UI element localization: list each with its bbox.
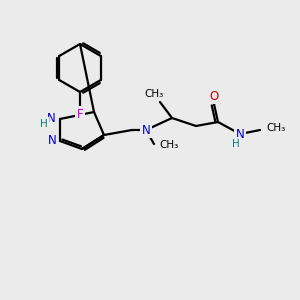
Text: H: H: [232, 139, 240, 149]
Text: CH₃: CH₃: [159, 140, 178, 150]
Text: F: F: [77, 107, 83, 121]
Text: N: N: [48, 134, 56, 148]
Text: H: H: [40, 119, 48, 129]
Text: N: N: [236, 128, 244, 140]
Text: CH₃: CH₃: [266, 123, 285, 133]
Text: CH₃: CH₃: [144, 89, 164, 99]
Text: O: O: [209, 89, 219, 103]
Text: N: N: [46, 112, 56, 125]
Text: N: N: [142, 124, 150, 136]
